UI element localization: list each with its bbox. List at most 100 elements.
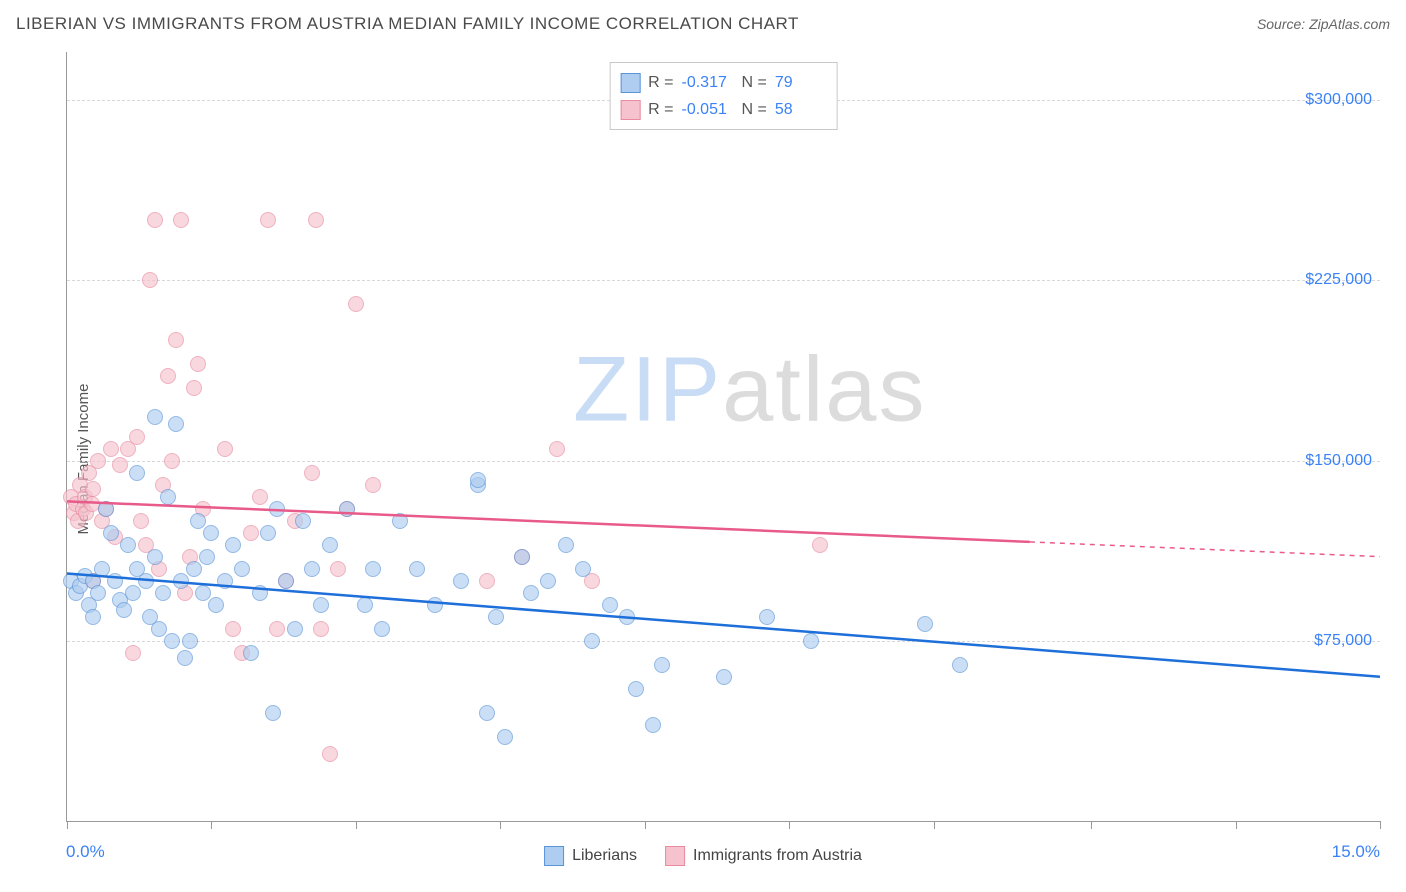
series-legend: Liberians Immigrants from Austria xyxy=(544,846,862,866)
data-point-liberians xyxy=(558,537,574,553)
data-point-liberians xyxy=(628,681,644,697)
watermark: ZIPatlas xyxy=(573,338,926,443)
data-point-austria xyxy=(269,621,285,637)
data-point-liberians xyxy=(147,549,163,565)
data-point-austria xyxy=(243,525,259,541)
x-axis-start-label: 0.0% xyxy=(66,842,105,862)
data-point-liberians xyxy=(313,597,329,613)
data-point-liberians xyxy=(602,597,618,613)
legend-item-liberians: Liberians xyxy=(544,846,637,866)
data-point-liberians xyxy=(147,409,163,425)
data-point-liberians xyxy=(584,633,600,649)
swatch-austria xyxy=(665,846,685,866)
data-point-liberians xyxy=(374,621,390,637)
data-point-liberians xyxy=(803,633,819,649)
data-point-liberians xyxy=(116,602,132,618)
data-point-liberians xyxy=(151,621,167,637)
data-point-liberians xyxy=(287,621,303,637)
data-point-austria xyxy=(112,457,128,473)
data-point-liberians xyxy=(186,561,202,577)
data-point-liberians xyxy=(225,537,241,553)
data-point-austria xyxy=(260,212,276,228)
data-point-liberians xyxy=(427,597,443,613)
data-point-liberians xyxy=(94,561,110,577)
data-point-austria xyxy=(85,481,101,497)
data-point-austria xyxy=(308,212,324,228)
gridline xyxy=(67,280,1380,281)
data-point-liberians xyxy=(243,645,259,661)
y-tick-label: $75,000 xyxy=(1314,632,1372,650)
data-point-austria xyxy=(217,441,233,457)
data-point-austria xyxy=(147,212,163,228)
data-point-austria xyxy=(313,621,329,637)
data-point-liberians xyxy=(304,561,320,577)
data-point-liberians xyxy=(453,573,469,589)
data-point-liberians xyxy=(85,609,101,625)
data-point-liberians xyxy=(952,657,968,673)
data-point-liberians xyxy=(575,561,591,577)
gridline xyxy=(67,641,1380,642)
data-point-austria xyxy=(142,272,158,288)
correlation-legend: R = -0.317 N = 79 R = -0.051 N = 58 xyxy=(609,62,838,130)
data-point-liberians xyxy=(540,573,556,589)
legend-row-austria: R = -0.051 N = 58 xyxy=(620,96,827,123)
data-point-liberians xyxy=(488,609,504,625)
data-point-austria xyxy=(133,513,149,529)
data-point-austria xyxy=(164,453,180,469)
gridline xyxy=(67,461,1380,462)
data-point-austria xyxy=(173,212,189,228)
data-point-liberians xyxy=(177,650,193,666)
data-point-liberians xyxy=(619,609,635,625)
data-point-austria xyxy=(549,441,565,457)
x-tick xyxy=(645,821,646,829)
data-point-liberians xyxy=(195,585,211,601)
data-point-liberians xyxy=(164,633,180,649)
data-point-austria xyxy=(190,356,206,372)
x-tick xyxy=(500,821,501,829)
y-tick-label: $150,000 xyxy=(1305,452,1372,470)
data-point-austria xyxy=(186,380,202,396)
legend-label: Liberians xyxy=(572,847,637,865)
data-point-austria xyxy=(348,296,364,312)
data-point-liberians xyxy=(917,616,933,632)
y-tick-label: $300,000 xyxy=(1305,91,1372,109)
data-point-liberians xyxy=(654,657,670,673)
x-tick xyxy=(211,821,212,829)
data-point-liberians xyxy=(265,705,281,721)
data-point-liberians xyxy=(409,561,425,577)
data-point-liberians xyxy=(392,513,408,529)
x-tick xyxy=(356,821,357,829)
data-point-liberians xyxy=(470,472,486,488)
data-point-liberians xyxy=(138,573,154,589)
data-point-austria xyxy=(365,477,381,493)
data-point-austria xyxy=(322,746,338,762)
data-point-liberians xyxy=(107,573,123,589)
source-attribution: Source: ZipAtlas.com xyxy=(1257,16,1390,32)
data-point-liberians xyxy=(203,525,219,541)
data-point-liberians xyxy=(125,585,141,601)
legend-item-austria: Immigrants from Austria xyxy=(665,846,862,866)
data-point-liberians xyxy=(322,537,338,553)
data-point-liberians xyxy=(190,513,206,529)
data-point-austria xyxy=(304,465,320,481)
x-tick xyxy=(789,821,790,829)
data-point-liberians xyxy=(182,633,198,649)
chart-title: LIBERIAN VS IMMIGRANTS FROM AUSTRIA MEDI… xyxy=(16,14,799,34)
data-point-austria xyxy=(103,441,119,457)
x-tick xyxy=(1380,821,1381,829)
data-point-liberians xyxy=(90,585,106,601)
data-point-liberians xyxy=(523,585,539,601)
plot-area: ZIPatlas R = -0.317 N = 79 R = -0.051 N … xyxy=(66,52,1380,822)
data-point-liberians xyxy=(514,549,530,565)
data-point-liberians xyxy=(645,717,661,733)
data-point-liberians xyxy=(160,489,176,505)
swatch-liberians xyxy=(620,73,640,93)
data-point-liberians xyxy=(103,525,119,541)
y-tick-label: $225,000 xyxy=(1305,271,1372,289)
data-point-liberians xyxy=(129,465,145,481)
data-point-austria xyxy=(479,573,495,589)
data-point-liberians xyxy=(278,573,294,589)
data-point-austria xyxy=(129,429,145,445)
data-point-liberians xyxy=(260,525,276,541)
legend-label: Immigrants from Austria xyxy=(693,847,862,865)
